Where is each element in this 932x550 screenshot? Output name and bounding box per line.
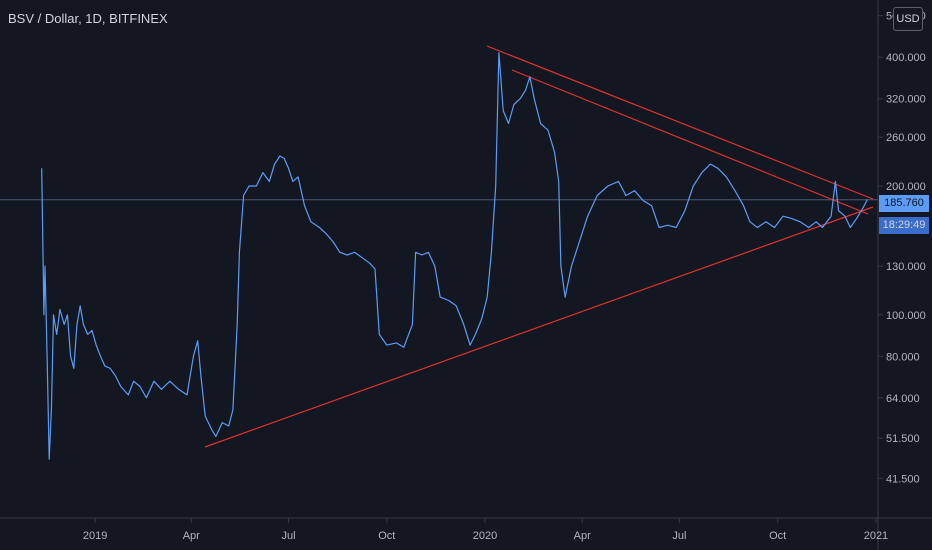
price-tick-label: 51.500 (886, 433, 920, 445)
time-tick-label: Oct (769, 530, 786, 542)
price-axis[interactable]: 41.500 51.500 64.000 80.000 100.000 130.000 20… (878, 11, 926, 486)
price-tick-label: 80.000 (886, 351, 920, 363)
price-tick-label: 320.000 (886, 94, 926, 106)
countdown-label: 18:29:49 (879, 217, 929, 234)
time-tick-label: 2020 (473, 530, 497, 542)
lower-trendline[interactable] (204, 206, 874, 448)
price-tick-label: 41.500 (886, 473, 920, 485)
price-tick-label: 400.000 (886, 52, 926, 64)
price-tick-label: 130.000 (886, 261, 926, 273)
last-price-label: 185.760 (879, 195, 929, 212)
time-tick-label: Apr (574, 530, 591, 542)
time-tick-label: Apr (183, 530, 200, 542)
chart-title: BSV / Dollar, 1D, BITFINEX (8, 11, 168, 26)
time-tick-label: Jul (672, 530, 686, 542)
price-tick-label: 200.000 (886, 181, 926, 193)
time-tick-label: Jul (281, 530, 295, 542)
currency-badge[interactable]: USD (893, 7, 923, 31)
price-tick-label: 100.000 (886, 310, 926, 322)
upper-trendline[interactable] (486, 45, 874, 200)
time-tick-label: 2019 (83, 530, 107, 542)
inner-trendline[interactable] (511, 69, 869, 215)
time-tick-label: Oct (378, 530, 395, 542)
price-tick-label: 260.000 (886, 132, 926, 144)
plot-area (0, 45, 878, 460)
price-series-line[interactable] (41, 52, 868, 460)
time-tick-label: 2021 (864, 530, 888, 542)
price-tick-label: 64.000 (886, 393, 920, 405)
time-axis[interactable]: 2019 Apr Jul Oct 2020 Apr Jul Oct 2021 (83, 518, 888, 542)
